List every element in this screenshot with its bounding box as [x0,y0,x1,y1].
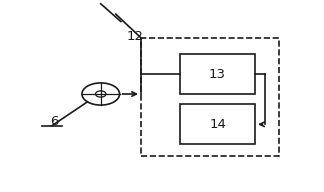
Text: 14: 14 [209,118,226,131]
Bar [180,54,255,94]
Text: 13: 13 [209,68,226,81]
Text: 12: 12 [126,30,143,43]
Text: 6: 6 [50,115,59,128]
Bar [180,104,255,144]
Bar [141,38,279,156]
